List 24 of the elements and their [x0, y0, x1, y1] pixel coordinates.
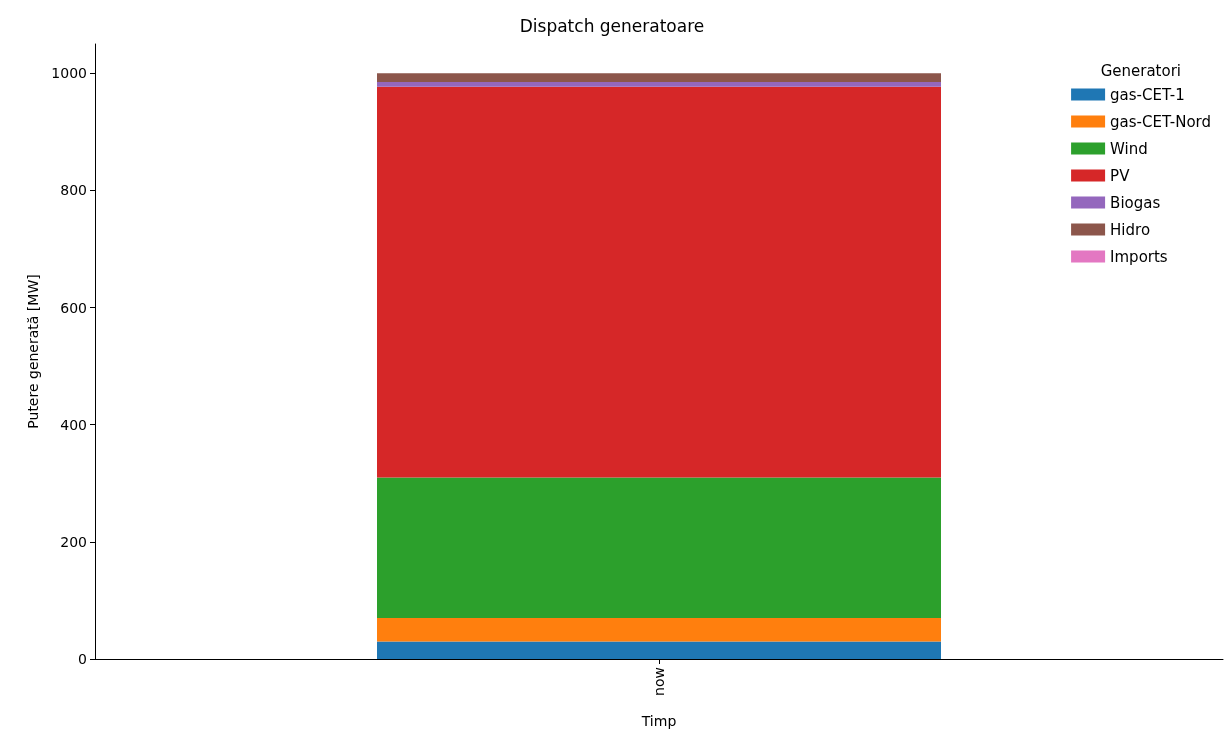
bar — [377, 618, 941, 642]
bar — [377, 82, 941, 87]
legend-label: gas-CET-Nord — [1110, 112, 1212, 131]
legend-label: gas-CET-1 — [1110, 85, 1185, 104]
legend-label: Biogas — [1110, 193, 1161, 212]
bar — [377, 641, 941, 659]
y-tick-label: 0 — [78, 651, 87, 667]
y-axis-title: Putere generată [MW] — [25, 274, 41, 429]
bar — [377, 477, 941, 618]
legend-label: Wind — [1110, 139, 1148, 158]
legend-label: PV — [1110, 166, 1131, 185]
x-tick-label: now — [651, 667, 667, 696]
x-axis-title: Timp — [640, 713, 677, 729]
y-tick-label: 1000 — [51, 65, 87, 82]
chart-title: Dispatch generatoare — [519, 15, 705, 36]
y-tick-label: 200 — [60, 533, 87, 550]
legend-title: Generatori — [1100, 61, 1181, 80]
y-tick-label: 400 — [60, 416, 87, 433]
legend-label: Imports — [1110, 247, 1168, 266]
y-tick-label: 800 — [60, 182, 87, 199]
bar — [377, 73, 941, 83]
legend-label: Hidro — [1110, 220, 1151, 239]
bar — [377, 86, 941, 478]
y-tick-label: 600 — [60, 299, 87, 316]
